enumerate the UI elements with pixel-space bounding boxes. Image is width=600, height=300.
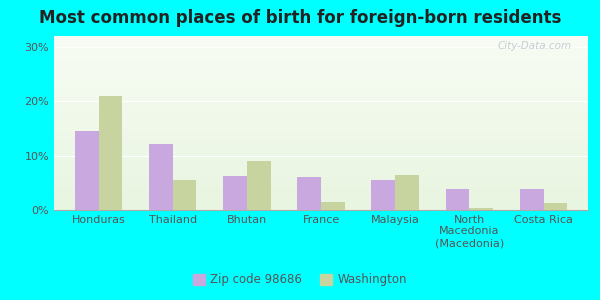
- Legend: Zip code 98686, Washington: Zip code 98686, Washington: [188, 269, 412, 291]
- Bar: [469, 208, 493, 210]
- Bar: [247, 161, 271, 210]
- Bar: [223, 176, 247, 210]
- Text: City-Data.com: City-Data.com: [498, 41, 572, 51]
- Bar: [75, 131, 98, 210]
- Bar: [297, 177, 321, 210]
- Bar: [173, 180, 196, 210]
- Bar: [395, 175, 419, 210]
- Bar: [371, 180, 395, 210]
- Text: Most common places of birth for foreign-born residents: Most common places of birth for foreign-…: [39, 9, 561, 27]
- Bar: [446, 189, 469, 210]
- Bar: [149, 144, 173, 210]
- Bar: [520, 189, 544, 210]
- Bar: [321, 202, 345, 210]
- Bar: [98, 96, 122, 210]
- Bar: [544, 203, 567, 210]
